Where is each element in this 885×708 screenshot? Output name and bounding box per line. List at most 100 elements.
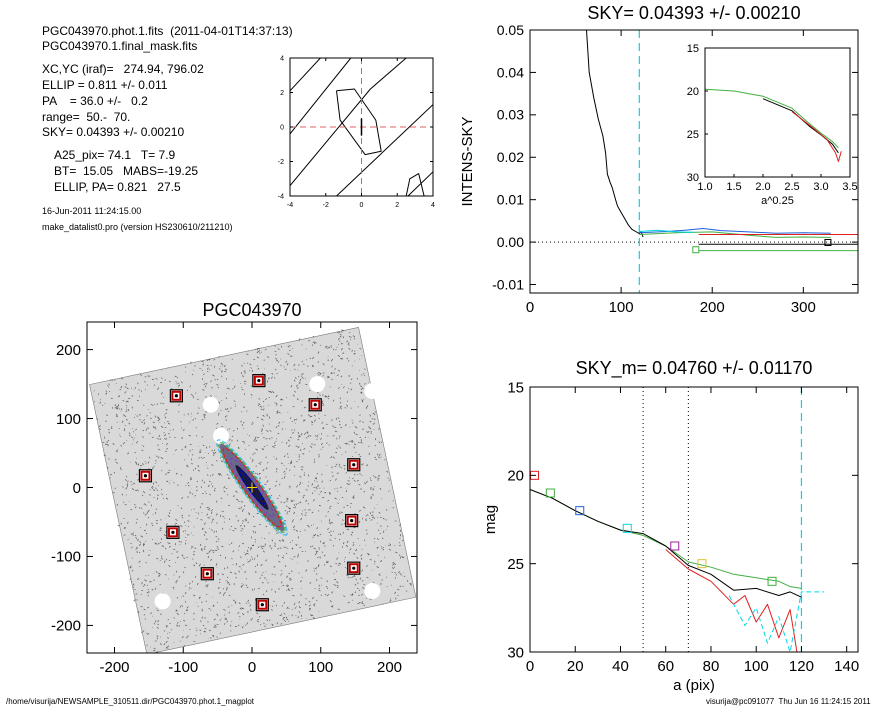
sky-series-line — [639, 229, 695, 233]
masked-star-dot — [205, 572, 209, 576]
x-tick-label: 100 — [744, 658, 769, 675]
isophote-ellipse — [238, 470, 266, 505]
masked-star-inner — [348, 563, 359, 574]
x-tick-label: 0 — [360, 202, 364, 209]
x-tick-label: -200 — [99, 659, 129, 676]
y-tick-label: 0.04 — [497, 64, 524, 80]
inset-x-tick-label: 2.0 — [755, 181, 770, 193]
inset-series-line — [705, 88, 839, 149]
masked-star-inner — [202, 568, 213, 579]
masked-star-inner — [257, 599, 268, 610]
y-tick-label: 2 — [280, 90, 284, 97]
image-title: PGC043970 — [202, 300, 301, 320]
contour-line — [290, 58, 352, 135]
y-tick-label: 15 — [507, 379, 524, 396]
masked-star-dot — [352, 566, 356, 570]
isophote-ellipse — [218, 442, 286, 533]
mag-series-line — [530, 489, 802, 598]
y-tick-label: 0.02 — [497, 149, 524, 165]
masked-star-inner — [348, 459, 359, 470]
masked-star-inner — [310, 399, 321, 410]
x-tick-label: 140 — [834, 658, 859, 675]
x-tick-label: 20 — [567, 658, 584, 675]
masked-star-dot — [174, 394, 178, 398]
mag-marker — [575, 506, 585, 516]
y-tick-label: 20 — [507, 468, 524, 485]
inset-x-tick-label: 2.5 — [784, 181, 799, 193]
masked-hole — [213, 427, 230, 444]
masked-hole — [364, 382, 381, 399]
masked-hole — [364, 582, 381, 599]
x-tick-label: -2 — [323, 202, 329, 209]
isophote-ellipse — [229, 457, 275, 518]
masked-star-dot — [260, 603, 264, 607]
contour-line — [290, 58, 321, 92]
x-tick-label: 100 — [308, 659, 333, 676]
inset-series-line — [791, 111, 842, 162]
contour-line — [336, 88, 382, 156]
masked-star-dot — [143, 474, 148, 478]
y-tick-label: -0.01 — [492, 276, 524, 292]
masked-star-inner — [140, 470, 151, 481]
x-tick-label: 80 — [703, 658, 720, 675]
y-tick-label: 0.00 — [497, 234, 524, 250]
y-tick-label: 200 — [56, 342, 81, 359]
masked-hole — [202, 396, 219, 413]
sky-frame — [529, 29, 859, 294]
mag-xlabel: a (pix) — [673, 677, 715, 694]
mag-marker — [545, 488, 555, 498]
y-tick-label: 0.01 — [497, 192, 524, 208]
mag-marker — [622, 523, 632, 533]
masked-star-inner — [346, 515, 357, 526]
inset-y-tick-label: 30 — [687, 172, 699, 184]
masked-star-dot — [171, 530, 175, 534]
mag-title: SKY_m= 0.04760 +/- 0.01170 — [576, 358, 813, 379]
inset-x-tick-label: 1.0 — [697, 181, 712, 193]
masked-hole — [388, 410, 405, 427]
contour-line — [336, 104, 433, 196]
inset-y-tick-label: 15 — [687, 43, 699, 55]
mag-marker — [767, 576, 777, 586]
inset-frame — [704, 47, 851, 178]
contour-line — [407, 171, 433, 196]
x-tick-label: 200 — [700, 299, 725, 316]
mag-marker — [670, 541, 680, 551]
y-tick-label: -200 — [51, 618, 81, 635]
sky-ylabel: INTENS-SKY — [459, 116, 476, 206]
masked-star-inner — [171, 390, 182, 401]
y-tick-label: 0 — [73, 480, 81, 497]
x-tick-label: 0 — [526, 299, 534, 316]
y-tick-label: 25 — [507, 556, 524, 573]
masked-hole — [154, 593, 171, 610]
mag-marker — [697, 559, 707, 569]
masked-hole — [309, 376, 326, 393]
sky-series-line — [639, 228, 831, 234]
y-tick-label: -4 — [278, 193, 284, 200]
masked-star-dot — [350, 519, 354, 523]
x-tick-label: 40 — [612, 658, 629, 675]
mag-frame — [529, 386, 859, 653]
inset-series-line — [762, 98, 839, 154]
image-layer — [89, 327, 417, 653]
mag-ylabel: mag — [482, 505, 499, 534]
inset-x-tick-label: 3.0 — [813, 181, 828, 193]
y-tick-label: 0.05 — [497, 22, 524, 38]
x-tick-label: 300 — [791, 299, 816, 316]
x-tick-label: 2 — [395, 202, 399, 209]
sky-series-line — [586, 30, 644, 238]
inset-y-tick-label: 20 — [687, 86, 699, 98]
masked-star-dot — [313, 403, 317, 407]
masked-star-inner — [253, 375, 264, 386]
y-tick-label: 30 — [507, 644, 524, 661]
x-tick-label: -4 — [287, 202, 293, 209]
contour-line — [405, 173, 425, 196]
isophote-ellipse — [216, 439, 288, 536]
y-tick-label: -2 — [278, 159, 284, 166]
x-tick-label: 0 — [248, 659, 256, 676]
mag-series-line — [728, 591, 825, 652]
x-tick-label: 0 — [526, 658, 534, 675]
y-tick-label: 0.03 — [497, 107, 524, 123]
inset-y-tick-label: 25 — [687, 129, 699, 141]
isophote-ellipse — [222, 447, 282, 528]
